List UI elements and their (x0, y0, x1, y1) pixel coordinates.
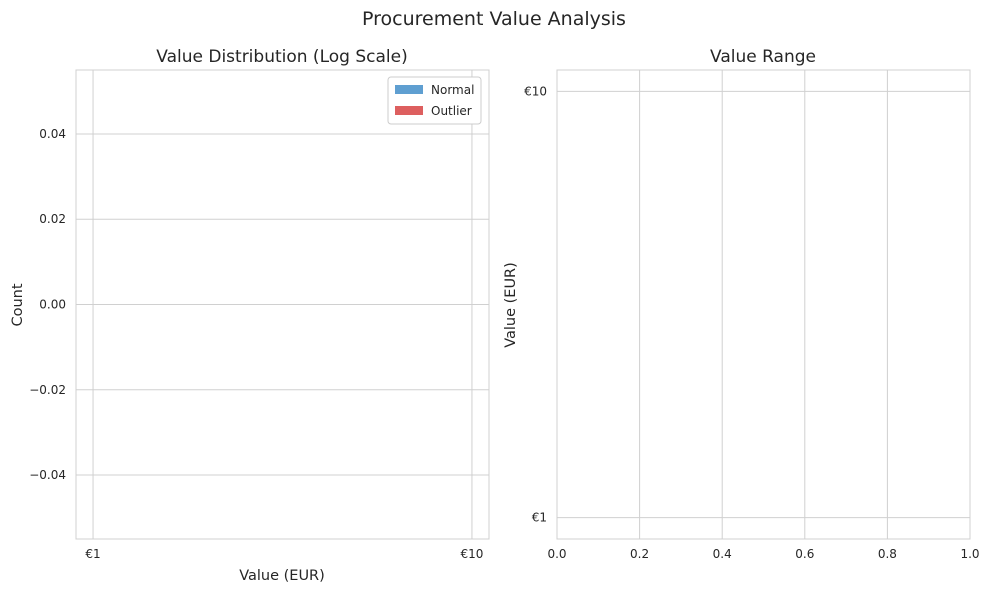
histogram-y-tick-label: 0.04 (39, 127, 66, 141)
range-y-tick-label: €1 (532, 511, 547, 525)
histogram-legend: Normal Outlier (387, 76, 482, 125)
range-x-tick-label: 0.0 (547, 547, 566, 561)
range-y-tick-label: €10 (524, 84, 547, 98)
range-gridlines (556, 70, 971, 539)
histogram-y-tick-label: −0.02 (29, 383, 66, 397)
range-x-tick-label: 1.0 (960, 547, 979, 561)
legend-label-normal: Normal (431, 83, 474, 97)
histogram-x-tick-label: €10 (460, 547, 483, 561)
histogram-x-ticks: €1 €10 (85, 547, 483, 561)
histogram-x-axis-label: Value (EUR) (239, 568, 325, 584)
figure-title: Procurement Value Analysis (362, 8, 626, 30)
legend-swatch-outlier (395, 106, 423, 115)
range-y-axis-label: Value (EUR) (503, 262, 519, 348)
histogram-y-tick-label: 0.02 (39, 212, 66, 226)
range-y-ticks: €10 €1 (524, 84, 547, 524)
histogram-y-ticks: 0.04 0.02 0.00 −0.02 −0.04 (29, 127, 66, 482)
histogram-title: Value Distribution (Log Scale) (156, 47, 407, 67)
histogram-y-tick-label: −0.04 (29, 468, 66, 482)
range-x-ticks: 0.0 0.2 0.4 0.6 0.8 1.0 (547, 547, 979, 561)
legend-label-outlier: Outlier (431, 104, 472, 118)
histogram-gridlines (76, 70, 489, 539)
range-plot-area (556, 69, 971, 540)
range-x-tick-label: 0.8 (878, 547, 897, 561)
range-panel: Value Range €10 €1 0.0 0.2 0.4 0.6 0.8 1.0 Val… (503, 47, 980, 561)
histogram-y-axis-label: Count (10, 283, 26, 326)
histogram-panel: Value Distribution (Log Scale) 0.040.020… (10, 47, 490, 584)
range-title: Value Range (710, 47, 816, 67)
histogram-y-tick-label: 0.00 (39, 298, 66, 312)
legend-swatch-normal (395, 85, 423, 94)
histogram-x-tick-label: €1 (85, 547, 100, 561)
range-x-tick-label: 0.4 (713, 547, 732, 561)
range-x-tick-label: 0.6 (795, 547, 814, 561)
range-x-tick-label: 0.2 (630, 547, 649, 561)
